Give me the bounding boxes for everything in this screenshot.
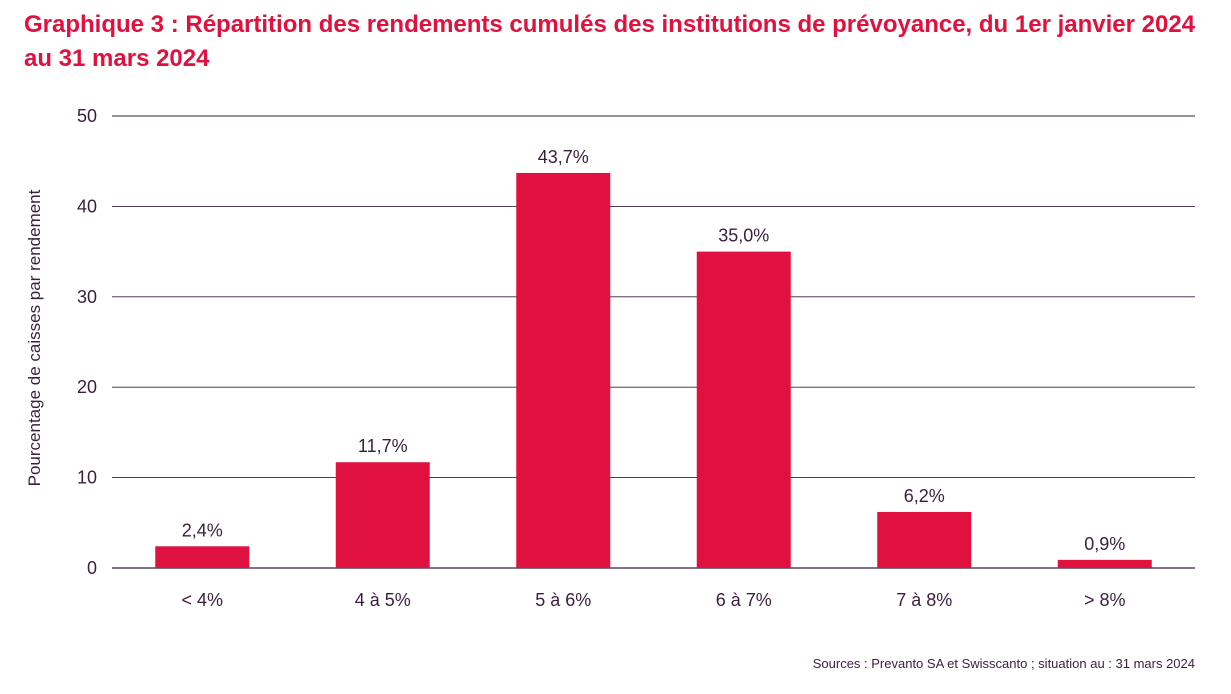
x-tick-label: 5 à 6%: [535, 590, 591, 610]
y-tick-label: 40: [77, 196, 97, 216]
x-tick-label: 6 à 7%: [716, 590, 772, 610]
y-axis-label: Pourcentage de caisses par rendement: [25, 189, 44, 486]
bar: [1057, 559, 1152, 568]
value-labels: 2,4% 11,7% 43,7% 35,0% 6,2% 0,9%: [182, 147, 1126, 554]
bar: [155, 546, 250, 568]
bars: [155, 172, 1152, 568]
chart-title: Graphique 3 : Répartition des rendements…: [24, 11, 1196, 72]
value-label: 43,7%: [538, 147, 589, 167]
bar: [335, 462, 430, 568]
bar: [696, 251, 791, 568]
x-tick-label: > 8%: [1084, 590, 1126, 610]
x-tick-labels: < 4% 4 à 5% 5 à 6% 6 à 7% 7 à 8% > 8%: [181, 590, 1125, 610]
y-tick-label: 20: [77, 377, 97, 397]
x-tick-label: 7 à 8%: [896, 590, 952, 610]
bar: [877, 511, 972, 568]
value-label: 35,0%: [718, 226, 769, 246]
value-label: 6,2%: [904, 486, 945, 506]
y-tick-label: 10: [77, 468, 97, 488]
y-tick-label: 30: [77, 287, 97, 307]
value-label: 11,7%: [358, 436, 408, 456]
value-label: 2,4%: [182, 520, 223, 540]
x-tick-label: < 4%: [181, 590, 223, 610]
gridlines: [112, 115, 1195, 569]
value-label: 0,9%: [1084, 534, 1125, 554]
y-tick-labels: 0 10 20 30 40 50: [77, 106, 97, 578]
y-tick-label: 0: [87, 558, 97, 578]
source-note: Sources : Prevanto SA et Swisscanto ; si…: [812, 656, 1195, 671]
bar: [516, 172, 611, 568]
x-tick-label: 4 à 5%: [355, 590, 411, 610]
y-tick-label: 50: [77, 106, 97, 126]
